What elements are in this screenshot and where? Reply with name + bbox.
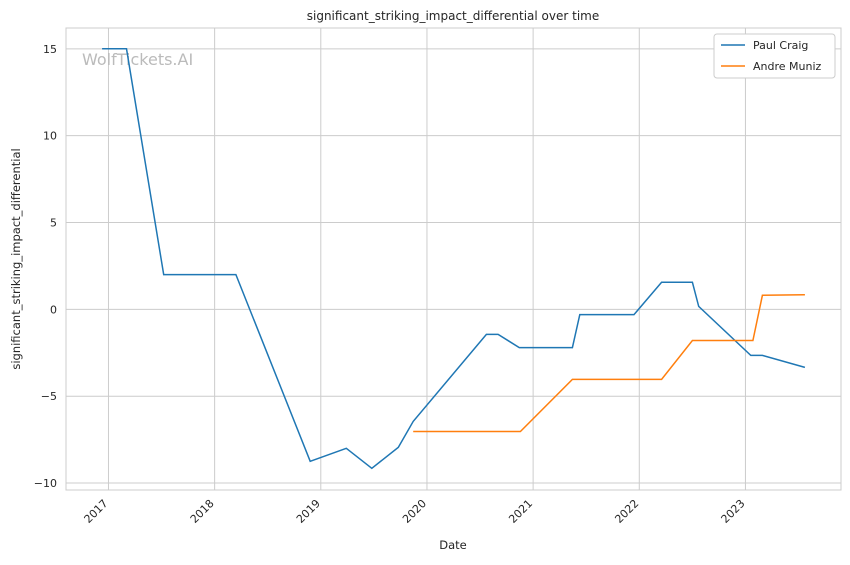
y-tick-label: 5: [50, 217, 57, 230]
grid: [66, 28, 841, 490]
series-line-andre-muniz: [413, 294, 805, 433]
y-axis-label: significant_striking_impact_differential: [9, 148, 23, 369]
series-lines: [102, 48, 806, 470]
y-tick-label: −5: [41, 390, 57, 403]
y-tick-label: 0: [50, 303, 57, 316]
legend: Paul Craig Andre Muniz: [713, 33, 836, 79]
x-tick-label: 2023: [719, 497, 748, 526]
x-tick-label: 2017: [82, 497, 111, 526]
watermark: WolfTickets.AI: [82, 50, 193, 69]
y-tick-label: 15: [43, 43, 57, 56]
x-tick-label: 2022: [612, 497, 641, 526]
x-tick-label: 2020: [400, 497, 429, 526]
x-axis-label: Date: [439, 538, 467, 552]
x-tick-label: 2019: [294, 497, 323, 526]
y-tick-label: −10: [34, 477, 57, 490]
x-tick-label: 2018: [188, 497, 217, 526]
y-tick-label: 10: [43, 130, 57, 143]
x-tick-label: 2021: [506, 497, 535, 526]
plot-frame: [65, 27, 842, 491]
legend-label-andre-muniz: Andre Muniz: [753, 60, 822, 73]
legend-label-paul-craig: Paul Craig: [753, 39, 808, 52]
chart-title: significant_striking_impact_differential…: [307, 9, 599, 23]
series-line-paul-craig: [102, 48, 806, 470]
